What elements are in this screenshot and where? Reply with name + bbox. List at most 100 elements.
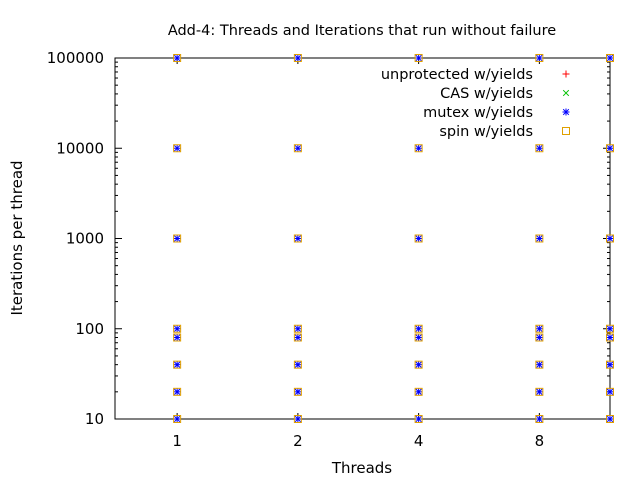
data-point-square <box>535 324 544 333</box>
data-point-star <box>173 144 181 152</box>
legend-marker-square <box>562 127 570 135</box>
data-point-square <box>414 333 423 342</box>
data-point-square <box>606 234 614 243</box>
data-point-star <box>606 388 614 396</box>
data-point-star <box>535 325 543 333</box>
data-point-star <box>606 54 614 62</box>
data-point-star <box>415 415 423 423</box>
data-point-square <box>606 333 614 342</box>
data-point-star <box>415 361 423 369</box>
data-point-star <box>535 144 543 152</box>
data-point-square <box>293 324 302 333</box>
data-point-square <box>293 144 302 153</box>
data-point-star <box>606 415 614 423</box>
data-point-square <box>173 324 182 333</box>
data-point-star <box>415 388 423 396</box>
data-point-star <box>415 54 423 62</box>
data-point-square <box>173 54 182 62</box>
data-point-square <box>173 333 182 342</box>
y-tick-label: 1000 <box>66 230 104 248</box>
data-point-square <box>414 415 423 423</box>
x-tick-label: 1 <box>172 432 182 450</box>
data-point-square <box>535 144 544 153</box>
chart-title: Add-4: Threads and Iterations that run w… <box>168 23 556 39</box>
data-point-star <box>173 325 181 333</box>
data-point-square <box>293 333 302 342</box>
data-point-star <box>606 235 614 242</box>
data-point-star <box>173 388 181 396</box>
y-axis-label: Iterations per thread <box>8 160 26 315</box>
data-points <box>173 54 614 423</box>
data-point-star <box>173 333 181 341</box>
x-tick-label: 8 <box>535 432 545 450</box>
data-point-star <box>294 235 302 242</box>
data-point-star <box>415 144 423 152</box>
data-point-square <box>414 360 423 369</box>
data-point-square <box>293 54 302 62</box>
data-point-star <box>173 361 181 369</box>
data-point-square <box>293 415 302 423</box>
data-point-star <box>173 415 181 423</box>
data-point-star <box>415 235 423 242</box>
data-point-star <box>173 54 181 62</box>
data-point-square <box>173 234 182 243</box>
x-tick-label: 4 <box>414 432 424 450</box>
legend-label: spin w/yields <box>439 124 533 140</box>
legend-label: mutex w/yields <box>423 105 533 121</box>
data-point-star <box>415 333 423 341</box>
data-point-star <box>294 144 302 152</box>
data-point-square <box>293 234 302 243</box>
data-point-square <box>606 387 614 396</box>
data-point-star <box>606 144 614 152</box>
data-point-square <box>535 387 544 396</box>
data-point-star <box>173 235 181 242</box>
data-point-square <box>535 415 544 423</box>
data-point-star <box>535 235 543 242</box>
data-point-square <box>414 144 423 153</box>
legend: unprotected w/yields CAS w/yields mutex w/… <box>381 67 570 140</box>
y-tick-label: 10 <box>85 410 104 428</box>
data-point-square <box>606 54 614 62</box>
data-point-square <box>535 360 544 369</box>
data-point-square <box>414 387 423 396</box>
data-point-square <box>535 333 544 342</box>
data-point-star <box>606 325 614 333</box>
data-point-star <box>606 361 614 369</box>
data-point-square <box>414 234 423 243</box>
data-point-square <box>293 360 302 369</box>
data-point-star <box>294 325 302 333</box>
data-point-square <box>606 144 614 153</box>
data-point-star <box>606 333 614 341</box>
data-point-square <box>606 415 614 423</box>
data-point-square <box>414 324 423 333</box>
legend-label: unprotected w/yields <box>381 67 533 83</box>
data-point-square <box>535 234 544 243</box>
data-point-square <box>535 54 544 62</box>
data-point-square <box>173 387 182 396</box>
legend-marker-star <box>562 108 570 116</box>
data-point-square <box>173 144 182 153</box>
data-point-star <box>535 361 543 369</box>
data-point-square <box>293 387 302 396</box>
data-point-square <box>173 415 182 423</box>
legend-marker-cross <box>562 89 570 97</box>
x-axis-label: Threads <box>331 459 392 477</box>
x-tick-label: 2 <box>293 432 303 450</box>
data-point-star <box>294 388 302 396</box>
data-point-star <box>294 361 302 369</box>
data-point-star <box>535 415 543 423</box>
y-tick-label: 10000 <box>56 139 104 157</box>
data-point-star <box>535 54 543 62</box>
data-point-star <box>294 333 302 341</box>
data-point-square <box>173 360 182 369</box>
data-point-square <box>606 360 614 369</box>
data-point-star <box>415 325 423 333</box>
legend-marker-plus <box>562 70 570 78</box>
y-tick-label: 100 <box>75 320 104 338</box>
data-point-star <box>535 388 543 396</box>
y-tick-label: 100000 <box>47 49 104 67</box>
legend-label: CAS w/yields <box>440 86 533 102</box>
data-point-square <box>414 54 423 62</box>
data-point-star <box>294 54 302 62</box>
